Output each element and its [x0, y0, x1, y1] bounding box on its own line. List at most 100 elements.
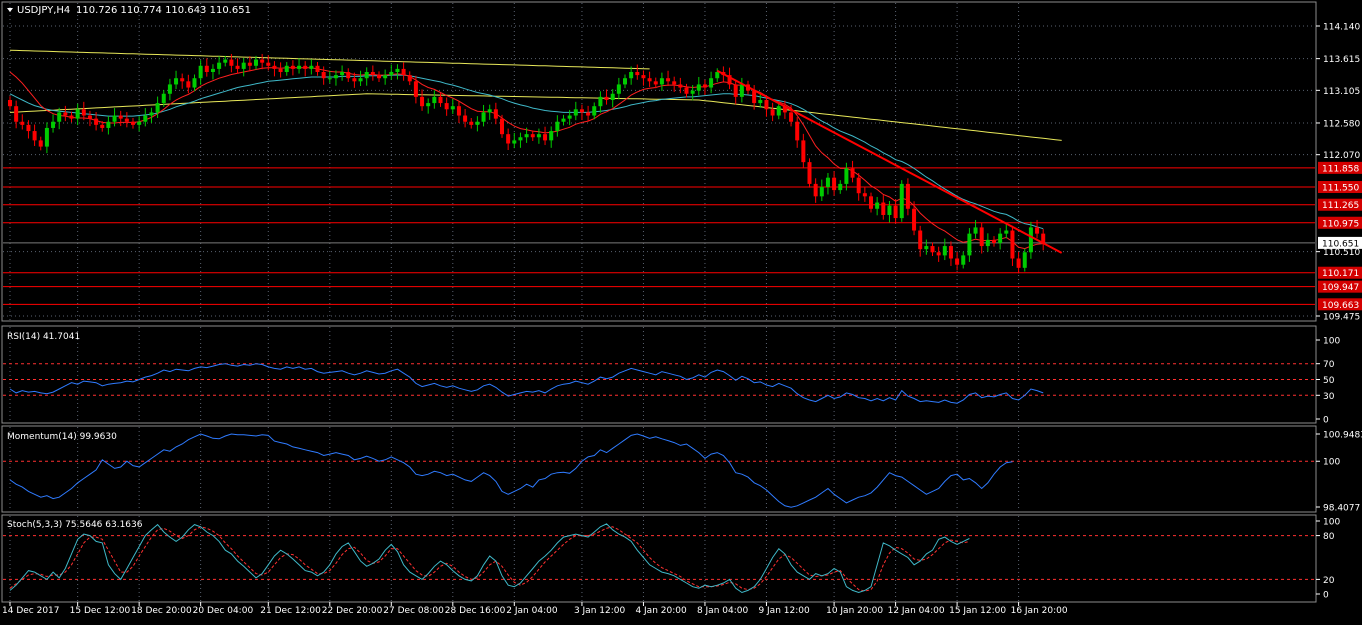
candle	[112, 108, 117, 127]
rsi-pane[interactable]	[1, 325, 1317, 424]
candle-body	[592, 106, 597, 116]
candle-body	[666, 78, 671, 82]
stochastic-pane[interactable]	[1, 514, 1317, 603]
candle	[518, 132, 523, 148]
candle-body	[315, 65, 320, 73]
candle	[272, 61, 277, 77]
indicator-tick-label: 100	[1323, 458, 1340, 468]
candle	[94, 112, 99, 131]
candle-body	[604, 96, 609, 100]
level-price-label: 109.663	[1322, 301, 1359, 311]
momentum-line	[9, 433, 1013, 508]
stoch-signal-line	[9, 526, 970, 592]
candle	[789, 104, 794, 127]
candle-body	[739, 84, 744, 97]
candle	[955, 251, 960, 271]
candle-body	[623, 78, 627, 85]
candle	[469, 118, 474, 129]
candle-body	[340, 72, 345, 76]
candle	[739, 77, 744, 103]
candle	[432, 90, 437, 109]
candle	[456, 101, 461, 123]
collapse-triangle-icon[interactable]	[7, 8, 13, 12]
price-pane[interactable]	[1, 1, 1317, 322]
candle	[75, 103, 80, 126]
candle	[586, 105, 591, 122]
candle	[204, 58, 209, 77]
candle-body	[506, 134, 511, 144]
candle	[918, 225, 923, 257]
candle-body	[475, 121, 480, 125]
candle	[1041, 228, 1046, 251]
candle-body	[358, 78, 363, 82]
candle	[26, 120, 31, 139]
candle	[186, 74, 191, 94]
candle	[782, 100, 787, 119]
candle	[961, 251, 966, 269]
candle-body	[278, 68, 283, 73]
candle-body	[862, 193, 867, 197]
candle	[192, 74, 197, 92]
candle-body	[81, 109, 86, 116]
candle-body	[758, 99, 763, 104]
candle-body	[918, 230, 923, 250]
candle-body	[401, 68, 406, 76]
candle	[936, 246, 941, 262]
candle	[260, 53, 265, 70]
candle-body	[543, 134, 548, 141]
candle-body	[942, 246, 947, 256]
time-tick-label: 12 Jan 04:00	[888, 606, 945, 616]
candle-body	[616, 84, 621, 94]
current-price-tag	[1318, 236, 1362, 249]
candle-body	[727, 75, 732, 85]
candle-body	[69, 115, 74, 119]
candle	[573, 101, 578, 121]
price-pane-header: USDJPY,H4 110.726 110.774 110.643 110.65…	[7, 5, 251, 16]
candle-body	[998, 233, 1003, 243]
candle	[463, 108, 468, 128]
candle	[881, 195, 886, 220]
candle	[992, 236, 996, 247]
candle-body	[782, 106, 787, 113]
candle-body	[961, 255, 966, 265]
candle	[985, 233, 990, 252]
time-tick-label: 8 Jan 04:00	[697, 606, 749, 616]
candle-body	[672, 81, 677, 85]
candle	[887, 200, 892, 223]
candle	[14, 100, 19, 129]
candle	[629, 66, 634, 85]
candle-body	[297, 65, 302, 69]
price-tick-label: 113.615	[1323, 55, 1360, 65]
level-price-tag	[1318, 161, 1362, 174]
level-price-label: 110.171	[1322, 269, 1359, 279]
candle-body	[51, 121, 56, 128]
candle-body	[832, 177, 837, 191]
candle-body	[487, 109, 492, 113]
candle	[1035, 219, 1040, 239]
trendline[interactable]	[716, 69, 1063, 254]
candle	[912, 201, 917, 236]
candle-body	[241, 62, 246, 69]
candle	[284, 62, 289, 76]
candle	[893, 199, 898, 224]
candle	[610, 89, 615, 108]
candle-body	[678, 84, 683, 88]
time-tick-label: 9 Jan 12:00	[758, 606, 810, 616]
candle	[592, 102, 597, 120]
candle-body	[856, 177, 861, 194]
indicator-lines	[3, 363, 1315, 594]
candle-body	[733, 84, 738, 97]
candle-body	[555, 121, 560, 132]
time-tick-label: 4 Jan 20:00	[635, 606, 687, 616]
candle	[174, 70, 179, 90]
time-tick-label: 15 Dec 12:00	[70, 606, 131, 616]
candle	[862, 186, 867, 202]
momentum-pane[interactable]	[1, 425, 1317, 513]
candle	[924, 239, 929, 255]
stochastic-title: Stoch(5,3,3) 75.5646 63.1636	[7, 520, 143, 530]
downtrend-line[interactable]	[716, 69, 1063, 254]
candle	[493, 102, 498, 125]
candlesticks	[8, 53, 1046, 274]
candle-body	[87, 115, 92, 119]
